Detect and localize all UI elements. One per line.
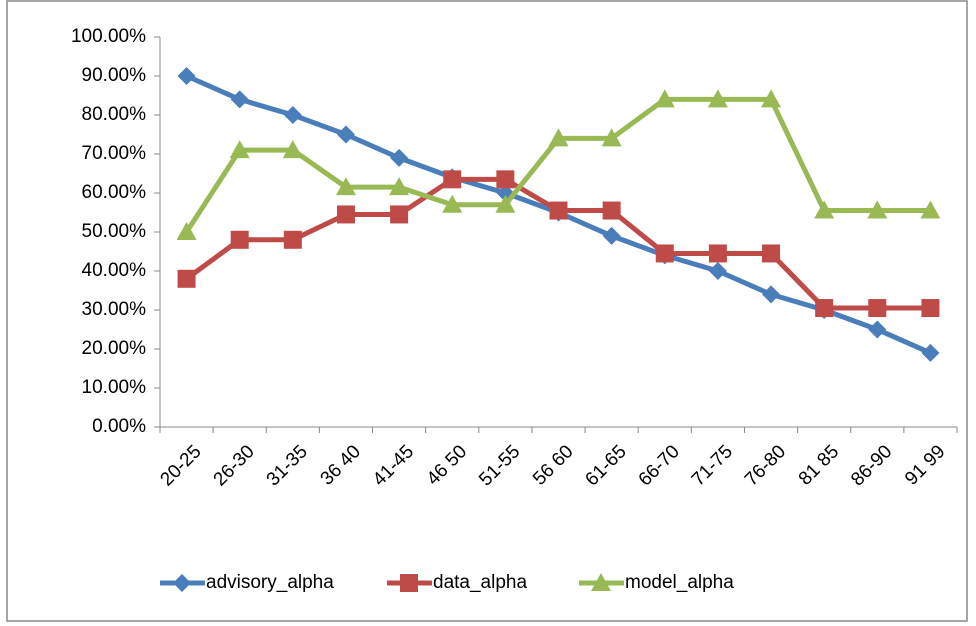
marker — [868, 299, 887, 318]
marker — [814, 200, 835, 219]
marker — [176, 222, 197, 240]
marker — [708, 244, 727, 263]
y-tick-label: 100.00% — [71, 26, 146, 47]
y-tick-label: 50.00% — [82, 221, 147, 242]
marker — [335, 177, 356, 196]
marker — [336, 205, 355, 224]
marker — [921, 299, 940, 318]
y-tick-label: 10.00% — [82, 377, 147, 398]
marker — [920, 200, 941, 219]
legend-label: data_alpha — [433, 572, 527, 593]
marker — [761, 89, 782, 108]
marker — [230, 90, 249, 109]
y-tick-label: 30.00% — [82, 299, 147, 320]
marker — [390, 148, 409, 167]
marker — [762, 244, 781, 263]
marker — [177, 67, 196, 85]
marker — [229, 140, 250, 159]
y-tick-label: 40.00% — [82, 260, 147, 281]
marker — [549, 201, 568, 220]
marker — [442, 194, 463, 213]
marker — [283, 230, 302, 249]
marker — [336, 125, 355, 144]
marker — [443, 170, 462, 189]
legend-marker — [173, 574, 191, 592]
legend-marker — [400, 574, 418, 592]
y-tick-label: 90.00% — [82, 65, 147, 86]
marker — [602, 201, 621, 220]
marker — [390, 205, 409, 224]
marker — [230, 230, 249, 249]
marker — [708, 262, 727, 280]
legend-label: advisory_alpha — [206, 572, 334, 593]
marker — [815, 299, 834, 318]
marker — [602, 226, 621, 245]
marker — [707, 89, 728, 108]
marker — [868, 320, 887, 339]
chart-border — [6, 0, 968, 622]
marker — [601, 128, 622, 147]
y-tick-label: 80.00% — [82, 104, 147, 125]
marker — [496, 170, 515, 189]
y-tick-label: 20.00% — [82, 338, 147, 359]
marker — [548, 128, 569, 147]
marker — [867, 200, 888, 219]
marker — [282, 140, 303, 159]
marker — [283, 106, 302, 124]
marker — [389, 177, 410, 196]
legend-label: model_alpha — [625, 572, 734, 593]
y-tick-label: 60.00% — [82, 182, 147, 203]
marker — [654, 89, 675, 108]
legend-marker — [591, 573, 611, 591]
marker — [921, 343, 940, 362]
y-tick-label: 0.00% — [92, 416, 146, 437]
marker — [177, 269, 196, 288]
marker — [655, 244, 674, 263]
marker — [762, 285, 781, 304]
marker — [495, 194, 516, 213]
y-tick-label: 70.00% — [82, 143, 147, 164]
